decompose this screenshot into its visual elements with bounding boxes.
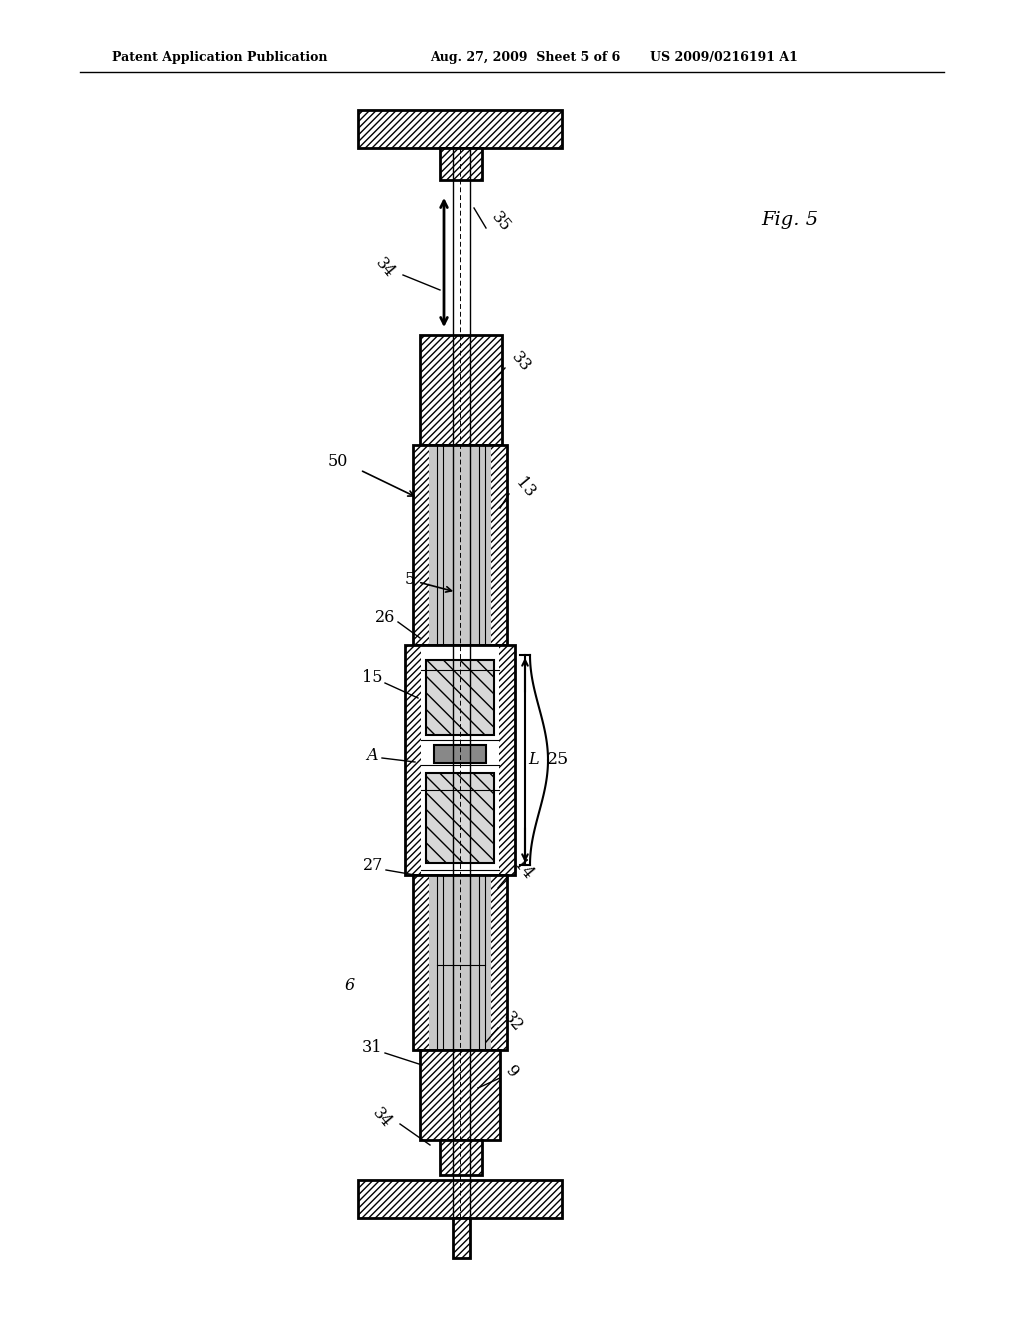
Text: 35: 35 (488, 209, 514, 235)
Text: 27: 27 (362, 857, 383, 874)
Text: Aug. 27, 2009  Sheet 5 of 6: Aug. 27, 2009 Sheet 5 of 6 (430, 51, 621, 65)
Bar (426, 774, 494, 863)
Bar (490, 445, 507, 645)
Bar (426, 660, 494, 735)
Text: 5: 5 (404, 572, 415, 589)
Text: 33: 33 (508, 348, 535, 375)
Bar (434, 744, 486, 763)
Text: 13: 13 (512, 475, 539, 502)
Text: 26: 26 (375, 609, 395, 626)
Bar (358, 110, 562, 148)
Bar (406, 645, 515, 875)
Bar (420, 1049, 500, 1140)
Text: A: A (367, 747, 378, 763)
Bar (406, 645, 515, 875)
Text: 50: 50 (328, 454, 348, 470)
Bar (413, 875, 429, 1049)
Bar (490, 875, 507, 1049)
Text: 32: 32 (500, 1008, 526, 1035)
Bar (440, 1140, 482, 1175)
Bar (406, 645, 421, 875)
Text: 9: 9 (502, 1063, 521, 1081)
Text: 34: 34 (369, 1105, 395, 1131)
Bar (413, 875, 507, 1049)
Bar (420, 335, 502, 445)
Bar (413, 445, 507, 645)
Bar (499, 645, 515, 875)
Text: 25: 25 (547, 751, 569, 768)
Text: 6: 6 (345, 977, 355, 994)
Text: 14: 14 (510, 857, 537, 883)
Text: 31: 31 (361, 1040, 382, 1056)
Text: L: L (528, 751, 539, 768)
Bar (413, 875, 507, 1049)
Text: 34: 34 (372, 255, 398, 281)
Bar (413, 445, 507, 645)
Text: Patent Application Publication: Patent Application Publication (112, 51, 328, 65)
Bar (440, 148, 482, 180)
Bar (413, 445, 429, 645)
Bar (453, 1218, 470, 1258)
Text: 15: 15 (361, 669, 382, 686)
Bar (358, 1180, 562, 1218)
Text: US 2009/0216191 A1: US 2009/0216191 A1 (650, 51, 798, 65)
Text: Fig. 5: Fig. 5 (762, 211, 818, 228)
